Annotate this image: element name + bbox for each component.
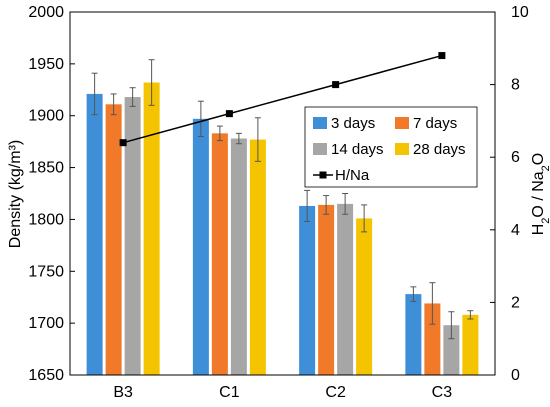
- line-layer: [119, 52, 446, 147]
- y2-tick-label: 8: [511, 77, 520, 94]
- x-tick-label-c2: C2: [325, 384, 346, 401]
- y-tick-label: 1800: [28, 211, 64, 228]
- plot-frame: [69, 11, 496, 376]
- legend-label-7-days: 7 days: [413, 115, 457, 132]
- y-tick-label: 1850: [28, 160, 64, 177]
- error-bar-c1-28-days: [254, 117, 261, 162]
- bar-c1-14-days: [230, 138, 247, 375]
- error-bar-c1-3-days: [197, 100, 204, 137]
- bar-b3-28-days: [143, 82, 160, 376]
- y2-tick-label: 10: [511, 4, 529, 21]
- error-bar-b3-28-days: [148, 59, 155, 106]
- legend-box: [304, 106, 478, 188]
- legend-swatch-28-days: [395, 143, 409, 155]
- y2-tick-label: 4: [511, 222, 520, 239]
- bar-c2-7-days: [318, 204, 335, 375]
- bar-c3-7-days: [424, 303, 441, 375]
- bars-layer: [86, 59, 479, 376]
- h-na-marker-c1: [225, 110, 233, 118]
- legend-swatch-14-days: [313, 143, 327, 155]
- error-bar-b3-14-days: [129, 87, 136, 107]
- bar-c3-3-days: [405, 294, 422, 375]
- y-tick-label: 1750: [28, 263, 64, 280]
- y2-tick-label: 0: [511, 367, 520, 384]
- bar-b3-14-days: [124, 97, 141, 375]
- legend-swatch-3-days: [313, 117, 327, 129]
- bar-c2-14-days: [337, 203, 354, 375]
- error-bar-b3-3-days: [91, 72, 98, 116]
- y-axis-label: Density (kg/m³): [7, 140, 24, 248]
- error-bar-b3-7-days: [110, 93, 117, 116]
- x-tick-label-c3: C3: [432, 384, 453, 401]
- error-bar-c3-3-days: [410, 286, 417, 302]
- bar-c3-14-days: [443, 325, 460, 375]
- error-bar-c1-7-days: [216, 125, 223, 142]
- y-tick-label: 1650: [28, 367, 64, 384]
- error-bar-c2-3-days: [304, 189, 311, 223]
- error-bar-c2-14-days: [342, 193, 349, 215]
- error-bar-c2-28-days: [361, 204, 368, 233]
- h-na-marker-c2: [332, 81, 340, 89]
- axes-layer: B3 C1 C2 C3 1650 1700 1750 1800 1850 1900 1950 2000…: [28, 4, 528, 401]
- legend-label-3-days: 3 days: [331, 115, 375, 132]
- error-bar-c1-14-days: [235, 132, 242, 145]
- legend: 3 days 7 days 14 days 28 days H/Na: [304, 106, 478, 188]
- legend-label-14-days: 14 days: [331, 141, 384, 158]
- y-tick-label: 1900: [28, 108, 64, 125]
- bar-b3-3-days: [86, 93, 103, 375]
- bar-b3-7-days: [105, 104, 122, 375]
- y-tick-label: 1700: [28, 315, 64, 332]
- y2-tick-label: 2: [511, 294, 520, 311]
- bar-c1-3-days: [192, 118, 209, 375]
- bar-c2-3-days: [299, 205, 316, 375]
- bar-c1-7-days: [211, 133, 228, 375]
- bar-c2-28-days: [356, 218, 373, 375]
- bar-c1-28-days: [249, 139, 266, 375]
- y-tick-label: 2000: [28, 4, 64, 21]
- h-na-line: [122, 54, 443, 144]
- h-na-marker-b3: [119, 139, 127, 147]
- error-bar-c3-28-days: [467, 310, 474, 320]
- bar-c3-28-days: [462, 314, 479, 375]
- legend-label-28-days: 28 days: [413, 141, 466, 158]
- x-tick-label-b3: B3: [113, 384, 133, 401]
- y2-tick-label: 6: [511, 149, 520, 166]
- error-bar-c2-7-days: [323, 195, 330, 215]
- h-na-marker-c3: [438, 52, 446, 60]
- error-bar-c3-14-days: [448, 311, 455, 340]
- legend-label-h-na: H/Na: [335, 167, 370, 184]
- error-bar-c3-7-days: [429, 282, 436, 325]
- legend-marker-h-na: [319, 171, 327, 179]
- y2-axis-label: H2O / Na2O: [530, 153, 550, 236]
- y-tick-label: 1950: [28, 56, 64, 73]
- legend-swatch-7-days: [395, 117, 409, 129]
- x-tick-label-c1: C1: [219, 384, 240, 401]
